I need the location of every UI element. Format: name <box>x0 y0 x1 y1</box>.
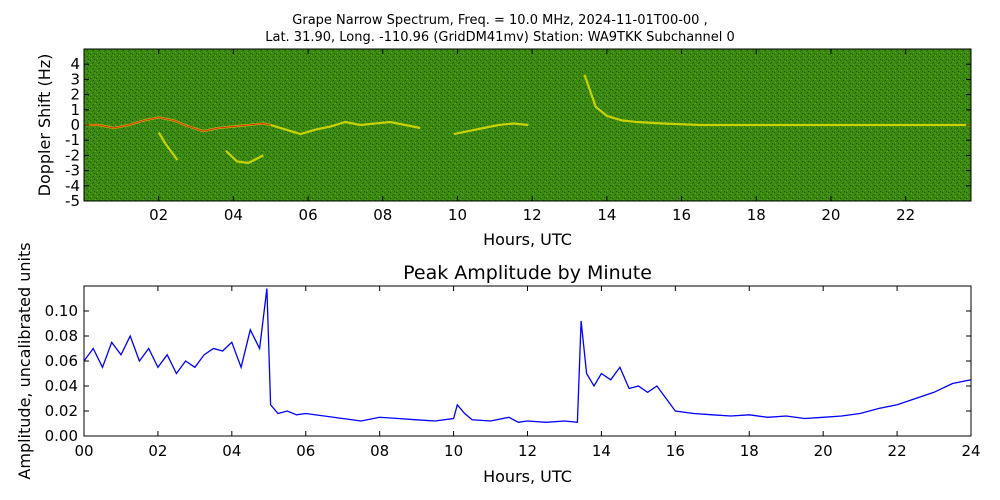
spectrum-x-tick-label: 06 <box>299 206 318 224</box>
spectrum-y-tick-label: 2 <box>70 86 80 104</box>
amplitude-x-tick-label: 08 <box>370 442 389 460</box>
amplitude-y-axis-label: Amplitude, uncalibrated units <box>15 242 34 479</box>
amplitude-x-ticks: 00 02 04 06 08 10 12 14 16 18 20 22 24 <box>74 286 981 460</box>
amplitude-y-tick-label: 0.10 <box>45 302 78 320</box>
amplitude-x-tick-label: 22 <box>888 442 907 460</box>
spectrum-x-ticks: 02 04 06 08 10 12 14 16 18 20 22 <box>149 49 915 224</box>
figure-title-line-1: Grape Narrow Spectrum, Freq. = 10.0 MHz,… <box>292 13 708 28</box>
spectrum-x-tick-label: 20 <box>821 206 840 224</box>
spectrum-x-tick-label: 16 <box>672 206 691 224</box>
spectrum-y-tick-label: 3 <box>70 70 80 88</box>
spectrum-traces <box>84 74 971 165</box>
spectrum-x-tick-label: 04 <box>224 206 243 224</box>
spectrum-x-tick-label: 14 <box>597 206 616 224</box>
spectrum-x-tick-label: 10 <box>448 206 467 224</box>
spectrum-x-axis-label: Hours, UTC <box>483 230 572 249</box>
amplitude-x-tick-label: 14 <box>592 442 611 460</box>
amplitude-x-axis-label: Hours, UTC <box>483 467 572 486</box>
spectrum-x-tick-label: 22 <box>896 206 915 224</box>
amplitude-plot-area <box>83 285 972 437</box>
spectrum-y-tick-label: -4 <box>65 177 80 195</box>
spectrum-x-tick-label: 18 <box>747 206 766 224</box>
amplitude-y-tick-label: 0.08 <box>45 327 78 345</box>
spectrum-trace-4 <box>157 132 179 161</box>
spectrum-y-tick-label: -2 <box>65 146 80 164</box>
spectrum-y-tick-label: 1 <box>70 101 80 119</box>
amplitude-x-tick-label: 00 <box>74 442 93 460</box>
amplitude-panel: Peak Amplitude by Minute 00 02 04 06 08 10 12 1… <box>15 242 981 486</box>
spectrum-trace-2 <box>453 122 529 136</box>
spectrum-y-tick-label: -5 <box>65 192 80 210</box>
spectrum-y-tick-label: -1 <box>65 131 80 149</box>
amplitude-x-tick-label: 04 <box>222 442 241 460</box>
amplitude-x-tick-label: 12 <box>518 442 537 460</box>
amplitude-y-tick-label: 0.02 <box>45 402 78 420</box>
spectrum-y-tick-label: 4 <box>70 55 80 73</box>
amplitude-x-tick-label: 06 <box>296 442 315 460</box>
spectrum-x-tick-label: 12 <box>523 206 542 224</box>
spectrum-trace-3 <box>583 74 971 127</box>
amplitude-x-tick-label: 18 <box>740 442 759 460</box>
amplitude-x-tick-label: 16 <box>666 442 685 460</box>
amplitude-y-ticks: 0.00 0.02 0.04 0.06 0.08 0.10 <box>45 302 971 445</box>
amplitude-x-tick-label: 24 <box>961 442 980 460</box>
amplitude-y-tick-label: 0.06 <box>45 352 78 370</box>
spectrum-y-axis-label: Doppler Shift (Hz) <box>35 54 54 197</box>
amplitude-y-tick-label: 0.04 <box>45 377 78 395</box>
amplitude-chart-title: Peak Amplitude by Minute <box>403 262 652 284</box>
amplitude-x-tick-label: 10 <box>444 442 463 460</box>
amplitude-y-tick-label: 0.00 <box>45 427 78 445</box>
spectrum-y-tick-label: -3 <box>65 162 80 180</box>
amplitude-series-line <box>83 288 972 424</box>
spectrum-trace-5 <box>225 150 264 165</box>
figure-title-line-2: Lat. 31.90, Long. -110.96 (GridDM41mv) S… <box>265 30 735 45</box>
spectrum-x-tick-label: 02 <box>149 206 168 224</box>
spectrum-x-tick-label: 08 <box>373 206 392 224</box>
spectrum-trace-1 <box>270 120 421 136</box>
amplitude-x-tick-label: 20 <box>814 442 833 460</box>
spectrum-trace-peak <box>84 116 271 132</box>
amplitude-x-tick-label: 02 <box>148 442 167 460</box>
spectrum-y-tick-label: 0 <box>70 116 80 134</box>
